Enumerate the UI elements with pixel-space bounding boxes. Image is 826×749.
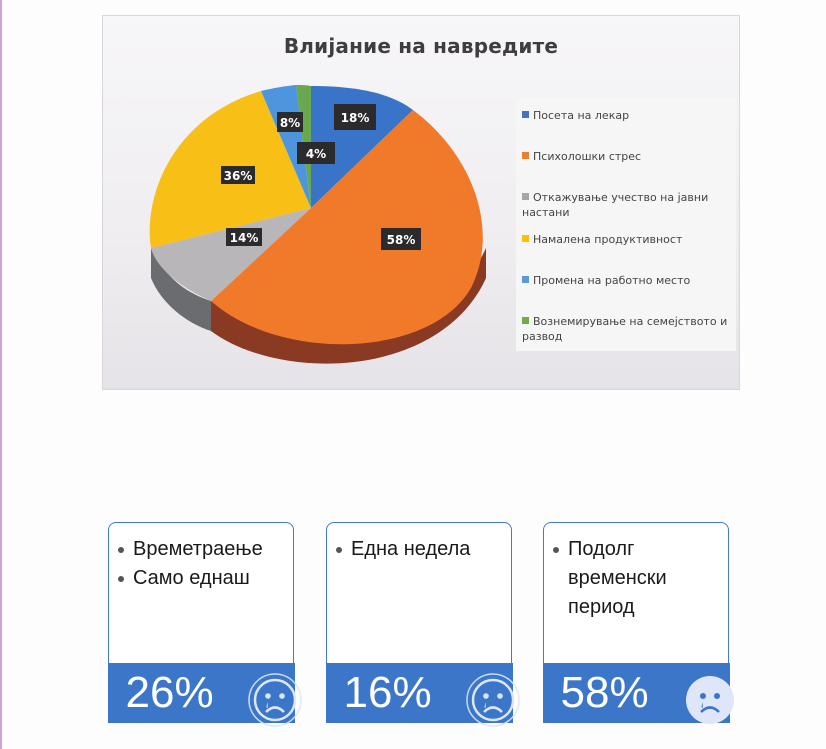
- label-36: 36%: [224, 169, 253, 183]
- card-percent-band: 16%: [325, 662, 520, 727]
- card-bullet: Само еднаш: [115, 564, 289, 593]
- chart-legend: Посета на лекар Психолошки стрес Откажув…: [516, 98, 736, 351]
- label-58: 58%: [387, 233, 416, 247]
- label-8: 8%: [280, 116, 300, 130]
- card-percent-band: 58%: [542, 662, 734, 724]
- sad-face-icon: [685, 675, 734, 724]
- slice-psiholoshki-stres: [211, 110, 483, 345]
- legend-item: Намалена продуктивност: [522, 232, 730, 247]
- legend-swatch: [522, 235, 529, 242]
- label-14: 14%: [230, 231, 259, 245]
- card-percent: 16%: [343, 667, 432, 717]
- duration-card-one-week: Една недела 16%: [325, 522, 520, 727]
- legend-item: Промена на работно место: [522, 273, 730, 288]
- pie-side-gray: [151, 248, 211, 331]
- slice-otkazhuvanje: [151, 208, 311, 301]
- legend-swatch: [522, 111, 529, 118]
- legend-swatch: [522, 152, 529, 159]
- card-text: Времетраење Само еднаш: [115, 535, 289, 593]
- card-bullet: Времетраење: [115, 535, 289, 564]
- card-bullet: Една недела: [333, 535, 507, 564]
- legend-item: Откажување учество на јавни настани: [522, 191, 709, 219]
- duration-card-once: Времетраење Само еднаш 26%: [107, 522, 302, 727]
- card-percent: 26%: [125, 667, 214, 717]
- card-text: Една недела: [333, 535, 507, 564]
- sad-face-icon: [465, 672, 520, 727]
- label-18: 18%: [341, 111, 370, 125]
- label-4: 4%: [306, 147, 326, 161]
- pie-chart-panel: Влијание на навредите 18% 58% 14%: [102, 15, 740, 390]
- card-text: Подолг временски период: [550, 535, 724, 622]
- chart-title: Влијание на навредите: [283, 34, 559, 58]
- card-bullet: Подолг временски период: [550, 535, 724, 622]
- legend-swatch: [522, 317, 529, 324]
- legend-swatch: [522, 276, 529, 283]
- page-edge: [0, 0, 2, 749]
- legend-item: Посета на лекар: [522, 108, 730, 123]
- legend-item: Вознемирување на семејството и развод: [522, 315, 728, 343]
- duration-card-longer-period: Подолг временски период 58%: [542, 522, 734, 724]
- legend-swatch: [522, 193, 529, 200]
- pie-chart: 18% 58% 14% 36% 8% 4%: [149, 85, 486, 364]
- sad-face-icon: [247, 672, 302, 727]
- card-percent-band: 26%: [107, 662, 302, 727]
- legend-item: Психолошки стрес: [522, 149, 730, 164]
- card-percent: 58%: [560, 667, 649, 717]
